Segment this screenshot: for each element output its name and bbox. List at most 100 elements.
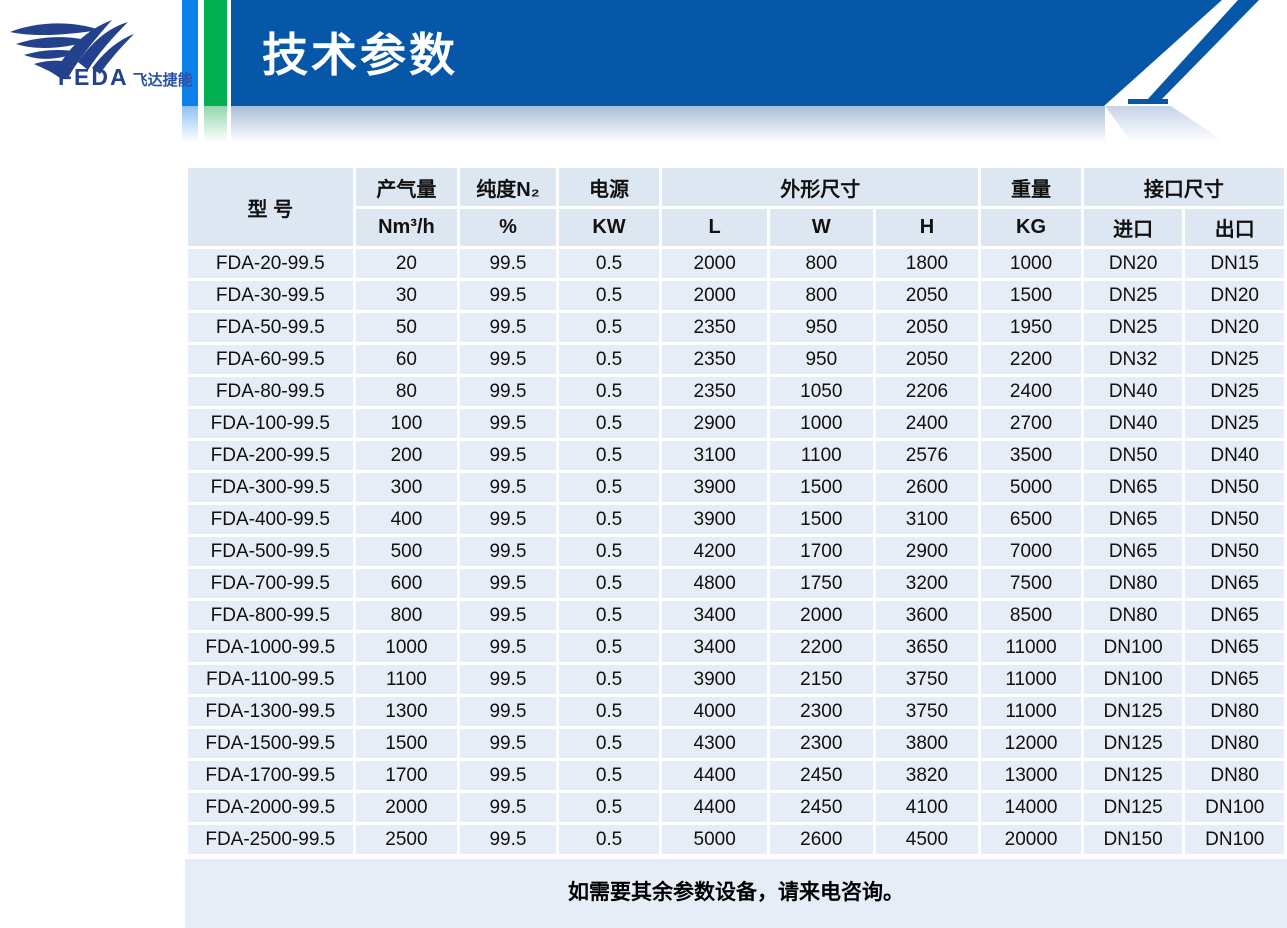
value-cell: 3100 [662,441,767,470]
value-cell: 0.5 [558,793,660,822]
value-cell: 0.5 [558,505,660,534]
value-cell: 100 [355,409,458,438]
value-cell: 4300 [662,729,767,758]
value-cell: 2050 [875,313,979,342]
value-cell: DN15 [1185,249,1284,278]
value-cell: DN80 [1083,569,1183,598]
reflection-band [231,106,1105,142]
value-cell: 99.5 [460,601,556,630]
diagonal-tick [1128,99,1168,104]
value-cell: 2600 [875,473,979,502]
value-cell: DN65 [1185,633,1284,662]
value-cell: 0.5 [558,473,660,502]
value-cell: 0.5 [558,313,660,342]
value-cell: DN80 [1083,601,1183,630]
value-cell: 99.5 [460,281,556,310]
value-cell: 500 [355,537,458,566]
value-cell: 13000 [981,761,1081,790]
value-cell: 2350 [662,377,767,406]
table-row: FDA-60-99.5 60 99.5 0.5 2350 950 2050 2200 DN32 D… [188,345,1284,374]
model-cell: FDA-30-99.5 [188,281,353,310]
value-cell: 0.5 [558,697,660,726]
accent-stripe-green [204,0,227,106]
model-cell: FDA-80-99.5 [188,377,353,406]
model-cell: FDA-2500-99.5 [188,825,353,854]
col-header-weight: 重量 [981,168,1081,206]
model-cell: FDA-1100-99.5 [188,665,353,694]
value-cell: 3100 [875,505,979,534]
value-cell: DN40 [1083,409,1183,438]
unit-power: KW [558,209,660,246]
value-cell: DN65 [1185,601,1284,630]
unit-purity: % [460,209,556,246]
value-cell: 80 [355,377,458,406]
page-title: 技术参数 [262,29,458,81]
value-cell: 20000 [981,825,1081,854]
value-cell: 7000 [981,537,1081,566]
model-cell: FDA-200-99.5 [188,441,353,470]
value-cell: 800 [769,281,873,310]
value-cell: 3750 [875,665,979,694]
model-cell: FDA-700-99.5 [188,569,353,598]
table-row: FDA-500-99.5 500 99.5 0.5 4200 1700 2900 7000 DN… [188,537,1284,566]
table-row: FDA-1300-99.5 1300 99.5 0.5 4000 2300 3750 1100… [188,697,1284,726]
unit-capacity: Nm³/h [355,209,458,246]
value-cell: 0.5 [558,729,660,758]
model-cell: FDA-1500-99.5 [188,729,353,758]
value-cell: 2576 [875,441,979,470]
value-cell: 1700 [355,761,458,790]
value-cell: DN100 [1185,825,1284,854]
model-cell: FDA-60-99.5 [188,345,353,374]
value-cell: DN50 [1083,441,1183,470]
value-cell: 99.5 [460,313,556,342]
value-cell: DN25 [1083,281,1183,310]
table-row: FDA-200-99.5 200 99.5 0.5 3100 1100 2576 3500 DN… [188,441,1284,470]
value-cell: 800 [769,249,873,278]
value-cell: 950 [769,313,873,342]
value-cell: 0.5 [558,761,660,790]
reflection-diagonal [1105,106,1225,142]
value-cell: DN25 [1185,409,1284,438]
value-cell: 8500 [981,601,1081,630]
value-cell: 0.5 [558,825,660,854]
value-cell: 1500 [769,473,873,502]
value-cell: 4000 [662,697,767,726]
value-cell: 3650 [875,633,979,662]
value-cell: 99.5 [460,377,556,406]
diagonal-stripe [1147,0,1259,100]
value-cell: DN80 [1185,761,1284,790]
value-cell: 1500 [769,505,873,534]
value-cell: 5000 [981,473,1081,502]
col-header-dimensions: 外形尺寸 [662,168,979,206]
value-cell: 3400 [662,633,767,662]
value-cell: 0.5 [558,345,660,374]
table-row: FDA-300-99.5 300 99.5 0.5 3900 1500 2600 5000 DN… [188,473,1284,502]
logo-brand-en: FEDA [58,64,129,90]
value-cell: 1500 [355,729,458,758]
value-cell: 99.5 [460,729,556,758]
value-cell: 950 [769,345,873,374]
value-cell: 99.5 [460,473,556,502]
value-cell: 1950 [981,313,1081,342]
table-row: FDA-80-99.5 80 99.5 0.5 2350 1050 2206 2400 DN40… [188,377,1284,406]
value-cell: 1050 [769,377,873,406]
value-cell: 2000 [662,249,767,278]
table-row: FDA-1500-99.5 1500 99.5 0.5 4300 2300 3800 1200… [188,729,1284,758]
value-cell: DN125 [1083,697,1183,726]
value-cell: 3900 [662,665,767,694]
value-cell: 12000 [981,729,1081,758]
table-row: FDA-50-99.5 50 99.5 0.5 2350 950 2050 1950 DN25 D… [188,313,1284,342]
value-cell: 4800 [662,569,767,598]
footer-block: 如需要其余参数设备，请来电咨询。 [185,859,1287,928]
value-cell: 2000 [662,281,767,310]
value-cell: 2000 [355,793,458,822]
value-cell: 4500 [875,825,979,854]
value-cell: 3200 [875,569,979,598]
value-cell: 0.5 [558,409,660,438]
accent-stripe-blue [182,0,198,106]
value-cell: 11000 [981,697,1081,726]
logo-brand-cn: 飞达捷能 [132,72,193,89]
value-cell: DN50 [1185,537,1284,566]
reflection-green [204,106,227,142]
value-cell: DN100 [1185,793,1284,822]
